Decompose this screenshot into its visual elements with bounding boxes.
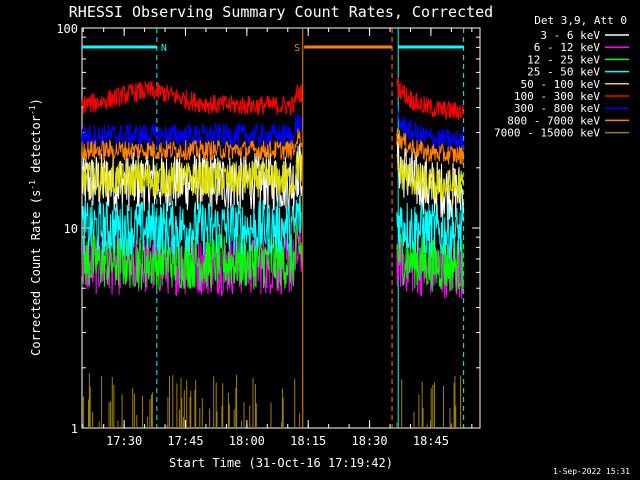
x-tick-label: 17:30 [106,434,142,448]
legend-entry-label: 3 - 6 keV [540,29,600,42]
flag-label: N [161,43,167,54]
series-trace [81,128,464,166]
series-trace [81,134,464,221]
legend-entry-label: 300 - 800 keV [514,102,600,115]
series-trace [81,221,464,293]
series-trace [81,194,464,261]
y-tick-label: 10 [64,222,78,236]
plot-layer: 17:30 17:45 18:00 18:15 18:30 18:45 1 10 100 N S [56,22,481,448]
series-trace [83,373,462,428]
series-trace [81,77,464,121]
series-trace [81,106,464,152]
legend-entry-label: 50 - 100 keV [521,78,601,91]
legend-entry-label: 100 - 300 keV [514,90,600,103]
x-tick-label: 18:00 [229,434,265,448]
x-tick-label: 17:45 [167,434,203,448]
x-tick-label: 18:15 [290,434,326,448]
y-tick-label: 1 [71,422,78,436]
y-tick-label: 100 [56,22,78,36]
legend-entry-label: 6 - 12 keV [534,41,601,54]
legend-entry-label: 25 - 50 keV [527,66,600,79]
legend-entry-label: 800 - 7000 keV [507,114,600,127]
x-tick-label: 18:30 [351,434,387,448]
chart-title: RHESSI Observing Summary Count Rates, Co… [69,3,493,21]
legend-entry-label: 12 - 25 keV [527,53,600,66]
y-axis-label: Corrected Count Rate (s-1 detector-1) [28,98,43,356]
legend-entry-label: 7000 - 15000 keV [494,127,600,140]
legend-title: Det 3,9, Att 0 [534,14,627,27]
x-axis-label: Start Time (31-Oct-16 17:19:42) [169,456,393,470]
x-tick-label: 18:45 [413,434,449,448]
series-trace [81,151,464,204]
flag-label: S [294,43,300,54]
footer-timestamp: 1-Sep-2022 15:31 [553,467,630,476]
